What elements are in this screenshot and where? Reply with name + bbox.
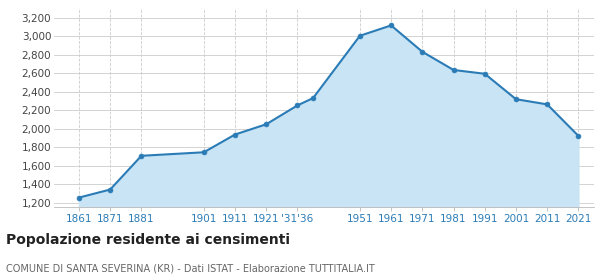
Text: Popolazione residente ai censimenti: Popolazione residente ai censimenti (6, 233, 290, 247)
Text: COMUNE DI SANTA SEVERINA (KR) - Dati ISTAT - Elaborazione TUTTITALIA.IT: COMUNE DI SANTA SEVERINA (KR) - Dati IST… (6, 263, 375, 274)
